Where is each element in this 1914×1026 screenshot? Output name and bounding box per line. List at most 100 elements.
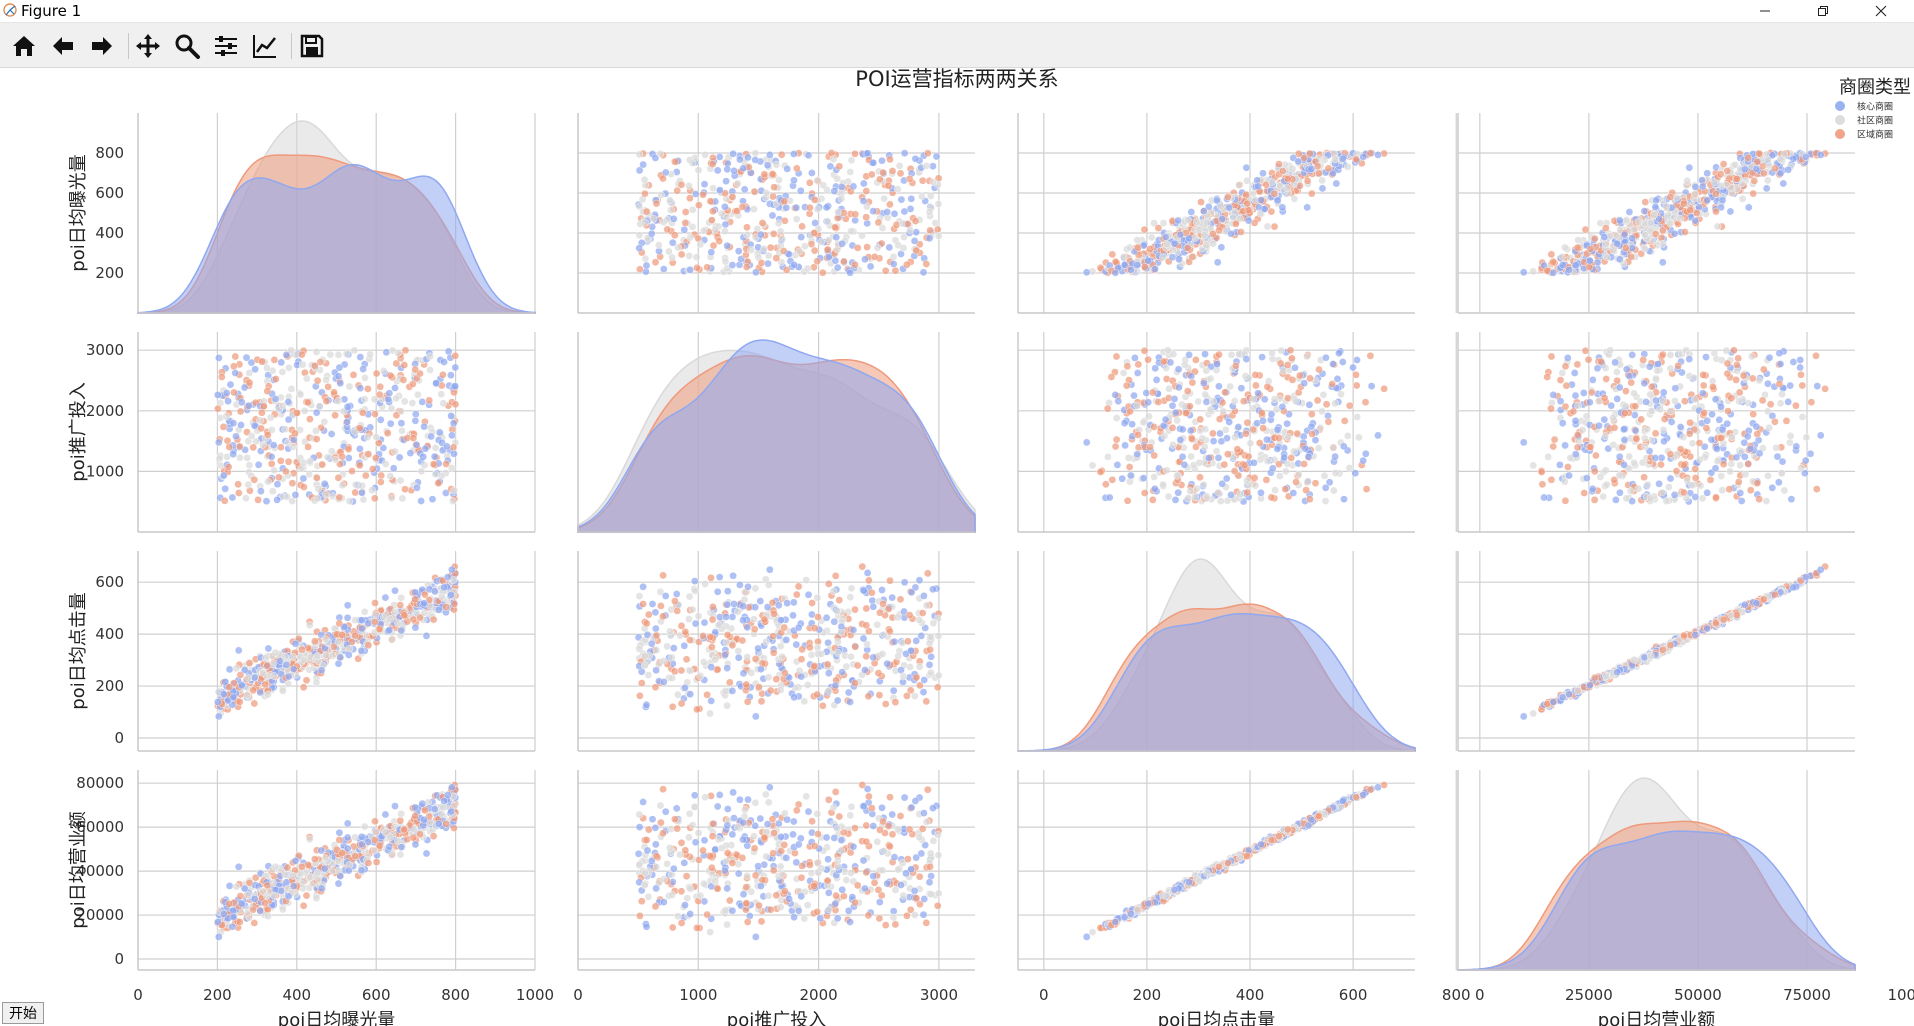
back-button[interactable] xyxy=(46,29,80,63)
scatter-point xyxy=(1232,361,1240,370)
scatter-point xyxy=(1587,388,1596,397)
scatter-point xyxy=(1221,388,1229,397)
scatter-point xyxy=(1270,222,1279,231)
scatter-point xyxy=(1219,407,1227,416)
scatter-point xyxy=(884,605,893,613)
scatter-point xyxy=(750,205,758,213)
scatter-point xyxy=(669,238,677,247)
restore-button[interactable] xyxy=(1800,0,1846,22)
scatter-point xyxy=(312,427,320,435)
scatter-point xyxy=(225,443,234,451)
close-button[interactable] xyxy=(1858,0,1904,22)
scatter-point xyxy=(905,611,914,619)
scatter-point xyxy=(1119,369,1128,377)
scatter-point xyxy=(1306,149,1314,158)
scatter-point xyxy=(722,177,730,185)
scatter-point xyxy=(1188,435,1196,443)
scatter-point xyxy=(1243,199,1252,208)
pan-button[interactable] xyxy=(131,29,165,63)
zoom-button[interactable] xyxy=(170,29,204,63)
scatter-point xyxy=(1602,375,1610,383)
scatter-point xyxy=(1519,268,1528,277)
scatter-point xyxy=(397,594,406,602)
scatter-point xyxy=(1613,395,1621,403)
scatter-point xyxy=(371,599,379,607)
scatter-point xyxy=(734,179,742,188)
scatter-point xyxy=(256,416,264,425)
scatter-point xyxy=(891,698,900,707)
scatter-point xyxy=(1366,149,1375,157)
scatter-point xyxy=(387,404,396,413)
scatter-point xyxy=(744,153,752,162)
scatter-point xyxy=(1108,250,1117,259)
scatter-point xyxy=(1318,176,1326,185)
scatter-point xyxy=(1561,477,1569,486)
scatter-point xyxy=(215,454,224,463)
scatter-point xyxy=(777,616,785,625)
scatter-point xyxy=(910,237,919,245)
scatter-point xyxy=(807,651,816,659)
scatter-point xyxy=(810,662,818,671)
scatter-point xyxy=(851,260,859,269)
scatter-point xyxy=(929,585,937,594)
scatter-point xyxy=(1646,218,1655,227)
scatter-point xyxy=(656,149,665,158)
scatter-point xyxy=(1625,372,1634,381)
scatter-point xyxy=(1359,456,1367,465)
scatter-point xyxy=(431,470,440,479)
scatter-point xyxy=(448,497,457,505)
scatter-point xyxy=(1283,419,1291,428)
scatter-point xyxy=(866,262,875,271)
scatter-point xyxy=(655,241,663,249)
scatter-point xyxy=(1217,202,1225,211)
scatter-point xyxy=(1699,389,1707,398)
y-tick-label: 0 xyxy=(114,729,124,747)
y-tick-label: 600 xyxy=(95,573,124,591)
scatter-point xyxy=(708,615,717,624)
scatter-point xyxy=(1180,360,1189,369)
scatter-point xyxy=(668,703,677,711)
scatter-point xyxy=(1609,246,1618,254)
scatter-point xyxy=(806,203,814,212)
scatter-point xyxy=(659,657,668,665)
scatter-point xyxy=(1118,474,1126,483)
scatter-point xyxy=(1111,442,1120,451)
scatter-point xyxy=(338,481,347,490)
scatter-point xyxy=(1170,239,1179,248)
scatter-point xyxy=(376,478,385,486)
configure-subplots-button[interactable] xyxy=(209,29,243,63)
scatter-point xyxy=(1680,199,1688,208)
scatter-point xyxy=(782,203,791,212)
scatter-point xyxy=(237,681,246,690)
forward-button[interactable] xyxy=(85,29,119,63)
scatter-point xyxy=(651,258,660,267)
scatter-point xyxy=(1571,391,1580,400)
scatter-point xyxy=(244,401,253,410)
scatter-point xyxy=(299,683,308,692)
scatter-point xyxy=(1235,181,1243,189)
scatter-point xyxy=(1134,360,1143,369)
scatter-point xyxy=(667,206,675,214)
scatter-point xyxy=(1610,423,1619,432)
scatter-point xyxy=(1251,481,1260,490)
home-button[interactable] xyxy=(7,29,41,63)
scatter-point xyxy=(313,474,321,482)
scatter-point xyxy=(636,265,644,274)
scatter-point xyxy=(685,252,693,260)
scatter-point xyxy=(1722,346,1731,355)
save-button[interactable] xyxy=(295,29,329,63)
scatter-point xyxy=(808,169,816,177)
scatter-point xyxy=(922,601,931,610)
scatter-point xyxy=(1320,156,1329,164)
scatter-point xyxy=(1151,265,1159,273)
scatter-point xyxy=(1647,407,1656,415)
edit-axes-button[interactable] xyxy=(248,29,282,63)
scatter-point xyxy=(810,229,818,237)
scatter-point xyxy=(396,601,405,609)
scatter-point xyxy=(890,209,899,218)
scatter-point xyxy=(888,593,897,602)
scatter-point xyxy=(1168,401,1177,410)
scatter-point xyxy=(709,184,717,192)
minimize-button[interactable] xyxy=(1742,0,1788,22)
scatter-point xyxy=(1362,449,1370,458)
